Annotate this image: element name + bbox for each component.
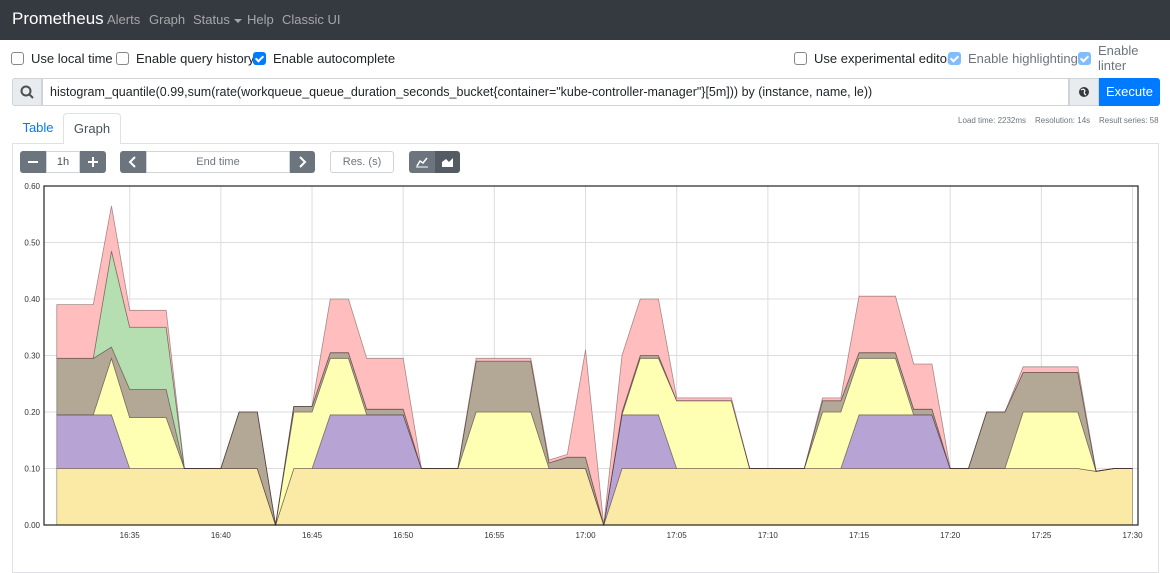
chart: 0.00 0.10 0.20 0.30 0.40 0.50 0.60 16:35 16:40 16…: [24, 182, 1144, 540]
increase-range[interactable]: [80, 151, 106, 173]
nav-link[interactable]: Status: [193, 12, 242, 27]
load-time: Load time: 2232ms: [958, 116, 1027, 125]
result-series: Result series: 58: [1099, 116, 1159, 125]
nav-link[interactable]: Classic UI: [282, 12, 341, 27]
x-tick-label: 17:00: [576, 531, 597, 540]
range-input[interactable]: 1h: [46, 151, 80, 173]
option-label: Enable linter: [1097, 43, 1139, 73]
checkbox-option[interactable]: Enable highlighting: [948, 50, 1078, 66]
icon: [299, 156, 307, 168]
plot-frame: [43, 185, 1139, 526]
checkbox[interactable]: [794, 51, 807, 65]
later[interactable]: [290, 151, 315, 173]
checkbox-option[interactable]: Enable linter: [1078, 43, 1170, 73]
icon: [88, 157, 98, 167]
unstacked-toggle[interactable]: [409, 151, 435, 173]
x-tick-label: 16:40: [211, 531, 232, 540]
metrics-explorer[interactable]: [1069, 78, 1099, 106]
tab[interactable]: Table: [22, 120, 54, 135]
checkbox-option[interactable]: Use local time: [11, 50, 113, 66]
x-tick-label: 17:30: [1123, 531, 1144, 540]
checkbox[interactable]: [11, 51, 24, 65]
x-tick-label: 17:25: [1031, 531, 1052, 540]
checkbox-option[interactable]: Enable query history: [116, 50, 255, 66]
nav-link[interactable]: Help: [247, 12, 274, 27]
icon: [28, 161, 38, 163]
checkbox[interactable]: [253, 51, 266, 65]
y-tick-label: 0.50: [24, 239, 40, 248]
end-time-input[interactable]: End time: [146, 151, 290, 173]
earlier[interactable]: [120, 151, 146, 173]
icon: [20, 85, 34, 99]
icon: [1079, 87, 1089, 97]
x-tick-label: 17:15: [849, 531, 870, 540]
x-tick-label: 17:05: [667, 531, 688, 540]
option-label: Enable query history: [136, 50, 255, 66]
option-label: Enable autocomplete: [273, 50, 396, 66]
checkbox[interactable]: [1078, 51, 1091, 65]
area-series: [56, 205, 1133, 526]
icon: [128, 156, 136, 168]
brand[interactable]: Prometheus: [12, 9, 104, 28]
x-tick-label: 16:45: [302, 531, 323, 540]
decrease-range[interactable]: [20, 151, 46, 173]
y-tick-label: 0.10: [24, 465, 40, 474]
y-tick-label: 0.40: [24, 295, 40, 304]
y-tick-label: 0.20: [24, 408, 40, 417]
tab-active[interactable]: Graph: [63, 113, 121, 144]
resolution-input[interactable]: Res. (s): [330, 151, 394, 173]
x-tick-label: 16:55: [484, 531, 505, 540]
nav-link[interactable]: Alerts: [107, 12, 141, 27]
x-tick-label: 16:50: [393, 531, 414, 540]
resolution: Resolution: 14s: [1035, 116, 1091, 125]
nav-link[interactable]: Graph: [149, 12, 186, 27]
search-icon: [12, 78, 42, 106]
x-tick-label: 17:20: [940, 531, 961, 540]
y-tick-label: 0.60: [24, 182, 40, 191]
y-tick-label: 0.00: [24, 521, 40, 530]
icon: [416, 157, 428, 168]
option-label: Use local time: [31, 50, 113, 66]
nav-link-text: Status: [193, 12, 230, 27]
option-label: Enable highlighting: [968, 50, 1078, 66]
checkbox-option[interactable]: Use experimental editor: [794, 50, 951, 66]
checkbox[interactable]: [948, 51, 961, 65]
y-tick-label: 0.30: [24, 352, 40, 361]
execute-button[interactable]: Execute: [1099, 78, 1160, 106]
stacked-toggle[interactable]: [435, 151, 460, 173]
x-tick-label: 16:35: [120, 531, 141, 540]
icon: [442, 158, 453, 167]
option-label: Use experimental editor: [814, 50, 952, 66]
x-tick-label: 17:10: [758, 531, 779, 540]
navbar: Prometheus Alerts Graph Status Help Clas…: [0, 0, 1170, 40]
checkbox[interactable]: [116, 51, 129, 65]
checkbox-option[interactable]: Enable autocomplete: [253, 50, 395, 66]
query-input[interactable]: histogram_quantile(0.99,sum(rate(workque…: [42, 78, 1069, 106]
